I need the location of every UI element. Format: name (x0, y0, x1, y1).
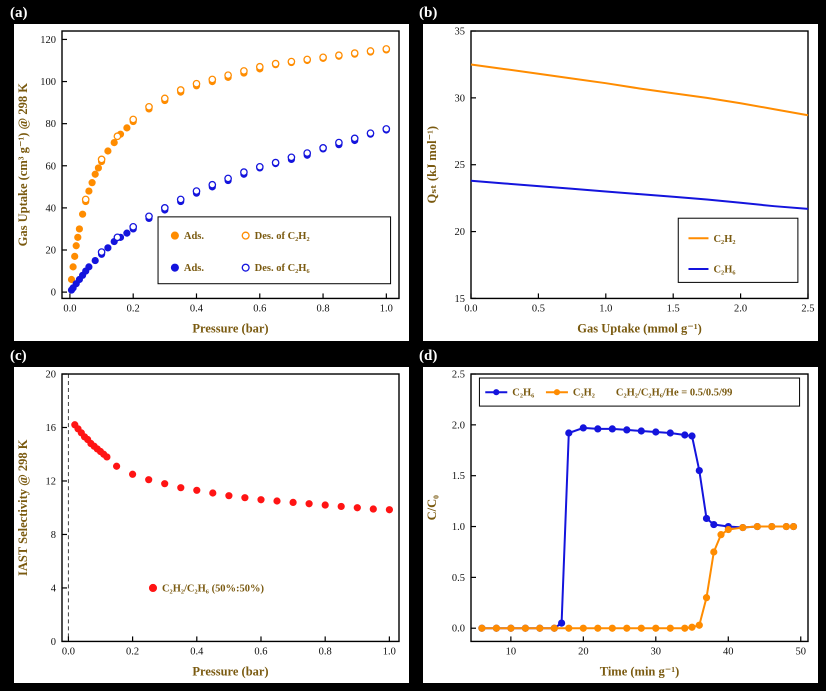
svg-text:8: 8 (51, 529, 56, 540)
panel-b-label: (b) (419, 5, 438, 21)
svg-text:C₂H₂: C₂H₂ (713, 234, 735, 245)
svg-text:C₂H₆: C₂H₆ (713, 265, 735, 276)
svg-text:60: 60 (46, 161, 56, 172)
svg-text:Gas Uptake (cm³ g⁻¹) @ 298 K: Gas Uptake (cm³ g⁻¹) @ 298 K (16, 83, 30, 247)
panel-d-chart-card: 10 20 30 40 50 0.0 0.5 1.0 1.5 2.0 2.5 Time (min g⁻… (423, 366, 818, 683)
svg-text:Ads.: Ads. (184, 263, 204, 274)
svg-text:0.6: 0.6 (253, 303, 266, 314)
svg-text:0.0: 0.0 (452, 623, 465, 634)
svg-text:0.6: 0.6 (254, 646, 267, 657)
svg-text:20: 20 (46, 369, 56, 380)
panel-a-label: (a) (10, 5, 28, 21)
svg-text:30: 30 (651, 646, 661, 657)
svg-text:C₂H₂/C₂H₆ (50%:50%): C₂H₂/C₂H₆ (50%:50%) (162, 583, 265, 594)
svg-text:1.0: 1.0 (452, 522, 465, 533)
panel-c: (c) 0.0 0.2 0.4 0.6 0.8 1.0 0 4 8 12 16 20 Pressure … (6, 347, 411, 686)
svg-text:12: 12 (46, 476, 56, 487)
svg-text:C₂H₆: C₂H₆ (512, 387, 534, 398)
svg-text:10: 10 (506, 646, 516, 657)
svg-text:25: 25 (455, 160, 465, 171)
svg-text:35: 35 (455, 27, 465, 38)
svg-text:Time (min g⁻¹): Time (min g⁻¹) (600, 664, 679, 678)
chart-gas-uptake-isotherms: 0.0 0.2 0.4 0.6 0.8 1.0 0 20 40 60 80 100 120 Pressur… (14, 24, 409, 341)
svg-text:120: 120 (40, 35, 56, 46)
chart-iast-selectivity: 0.0 0.2 0.4 0.6 0.8 1.0 0 4 8 12 16 20 Pressure (bar… (14, 366, 409, 683)
svg-text:15: 15 (455, 294, 465, 305)
svg-text:0: 0 (51, 288, 56, 299)
svg-text:Gas Uptake (mmol g⁻¹): Gas Uptake (mmol g⁻¹) (577, 321, 701, 335)
svg-text:0.4: 0.4 (190, 303, 204, 314)
svg-text:40: 40 (46, 203, 56, 214)
svg-text:100: 100 (40, 77, 56, 88)
panel-a: (a) 0.0 0.2 0.4 0.6 0.8 1.0 0 20 40 60 80 100 120 Pre… (6, 4, 411, 343)
svg-text:0.0: 0.0 (464, 303, 477, 314)
panel-d-label: (d) (419, 347, 438, 364)
svg-text:0.2: 0.2 (127, 303, 140, 314)
svg-text:0.2: 0.2 (126, 646, 139, 657)
svg-text:0.0: 0.0 (62, 646, 75, 657)
chart-breakthrough-curves: 10 20 30 40 50 0.0 0.5 1.0 1.5 2.0 2.5 Time (min g⁻… (423, 366, 818, 683)
svg-text:4: 4 (51, 583, 57, 594)
svg-text:2.5: 2.5 (452, 369, 465, 380)
chart-isosteric-heat: 0.0 0.5 1.0 1.5 2.0 2.5 15 20 25 30 35 Gas Uptake (… (423, 24, 818, 341)
svg-text:0.4: 0.4 (190, 646, 204, 657)
svg-text:1.5: 1.5 (667, 303, 680, 314)
svg-text:Pressure (bar): Pressure (bar) (192, 664, 268, 678)
panel-a-chart-card: 0.0 0.2 0.4 0.6 0.8 1.0 0 20 40 60 80 100 120 Pressur… (14, 24, 409, 341)
svg-text:20: 20 (455, 227, 465, 238)
panel-d: (d) 10 20 30 40 50 0.0 0.5 1.0 1.5 2.0 2.5 Time (mi… (415, 347, 820, 686)
svg-text:20: 20 (578, 646, 588, 657)
panel-c-chart-card: 0.0 0.2 0.4 0.6 0.8 1.0 0 4 8 12 16 20 Pressure (bar… (14, 366, 409, 683)
svg-text:80: 80 (46, 119, 56, 130)
svg-text:0.5: 0.5 (452, 572, 465, 583)
svg-text:30: 30 (455, 93, 465, 104)
svg-text:0.8: 0.8 (319, 646, 332, 657)
svg-text:0.5: 0.5 (532, 303, 545, 314)
svg-text:Des. of C₂H₂: Des. of C₂H₂ (255, 231, 310, 242)
svg-text:1.0: 1.0 (599, 303, 612, 314)
svg-text:50: 50 (796, 646, 806, 657)
panel-c-label: (c) (10, 347, 27, 364)
svg-text:Ads.: Ads. (184, 231, 204, 242)
svg-text:IAST Selectivity @ 298 K: IAST Selectivity @ 298 K (16, 439, 30, 576)
svg-text:C₂H₂/C₂H₆/He = 0.5/0.5/99: C₂H₂/C₂H₆/He = 0.5/0.5/99 (616, 387, 732, 398)
svg-text:0.0: 0.0 (63, 303, 76, 314)
svg-text:0.8: 0.8 (316, 303, 329, 314)
svg-text:C₂H₂: C₂H₂ (573, 387, 595, 398)
svg-text:40: 40 (723, 646, 733, 657)
svg-text:2.5: 2.5 (801, 303, 814, 314)
svg-text:2.0: 2.0 (452, 420, 465, 431)
svg-text:1.0: 1.0 (383, 646, 396, 657)
svg-text:16: 16 (46, 422, 56, 433)
svg-text:2.0: 2.0 (734, 303, 747, 314)
svg-text:Qₛₜ (kJ mol⁻¹): Qₛₜ (kJ mol⁻¹) (425, 126, 439, 204)
svg-text:0: 0 (51, 636, 56, 647)
svg-text:1.5: 1.5 (452, 471, 465, 482)
panel-b: (b) 0.0 0.5 1.0 1.5 2.0 2.5 15 20 25 30 35 Gas Upta… (415, 4, 820, 343)
svg-text:20: 20 (46, 246, 56, 257)
svg-text:Des. of C₂H₆: Des. of C₂H₆ (255, 263, 310, 274)
svg-text:1.0: 1.0 (380, 303, 393, 314)
svg-text:Pressure (bar): Pressure (bar) (192, 321, 268, 335)
svg-text:C/C₀: C/C₀ (425, 494, 439, 520)
panel-b-chart-card: 0.0 0.5 1.0 1.5 2.0 2.5 15 20 25 30 35 Gas Uptake (… (423, 24, 818, 341)
